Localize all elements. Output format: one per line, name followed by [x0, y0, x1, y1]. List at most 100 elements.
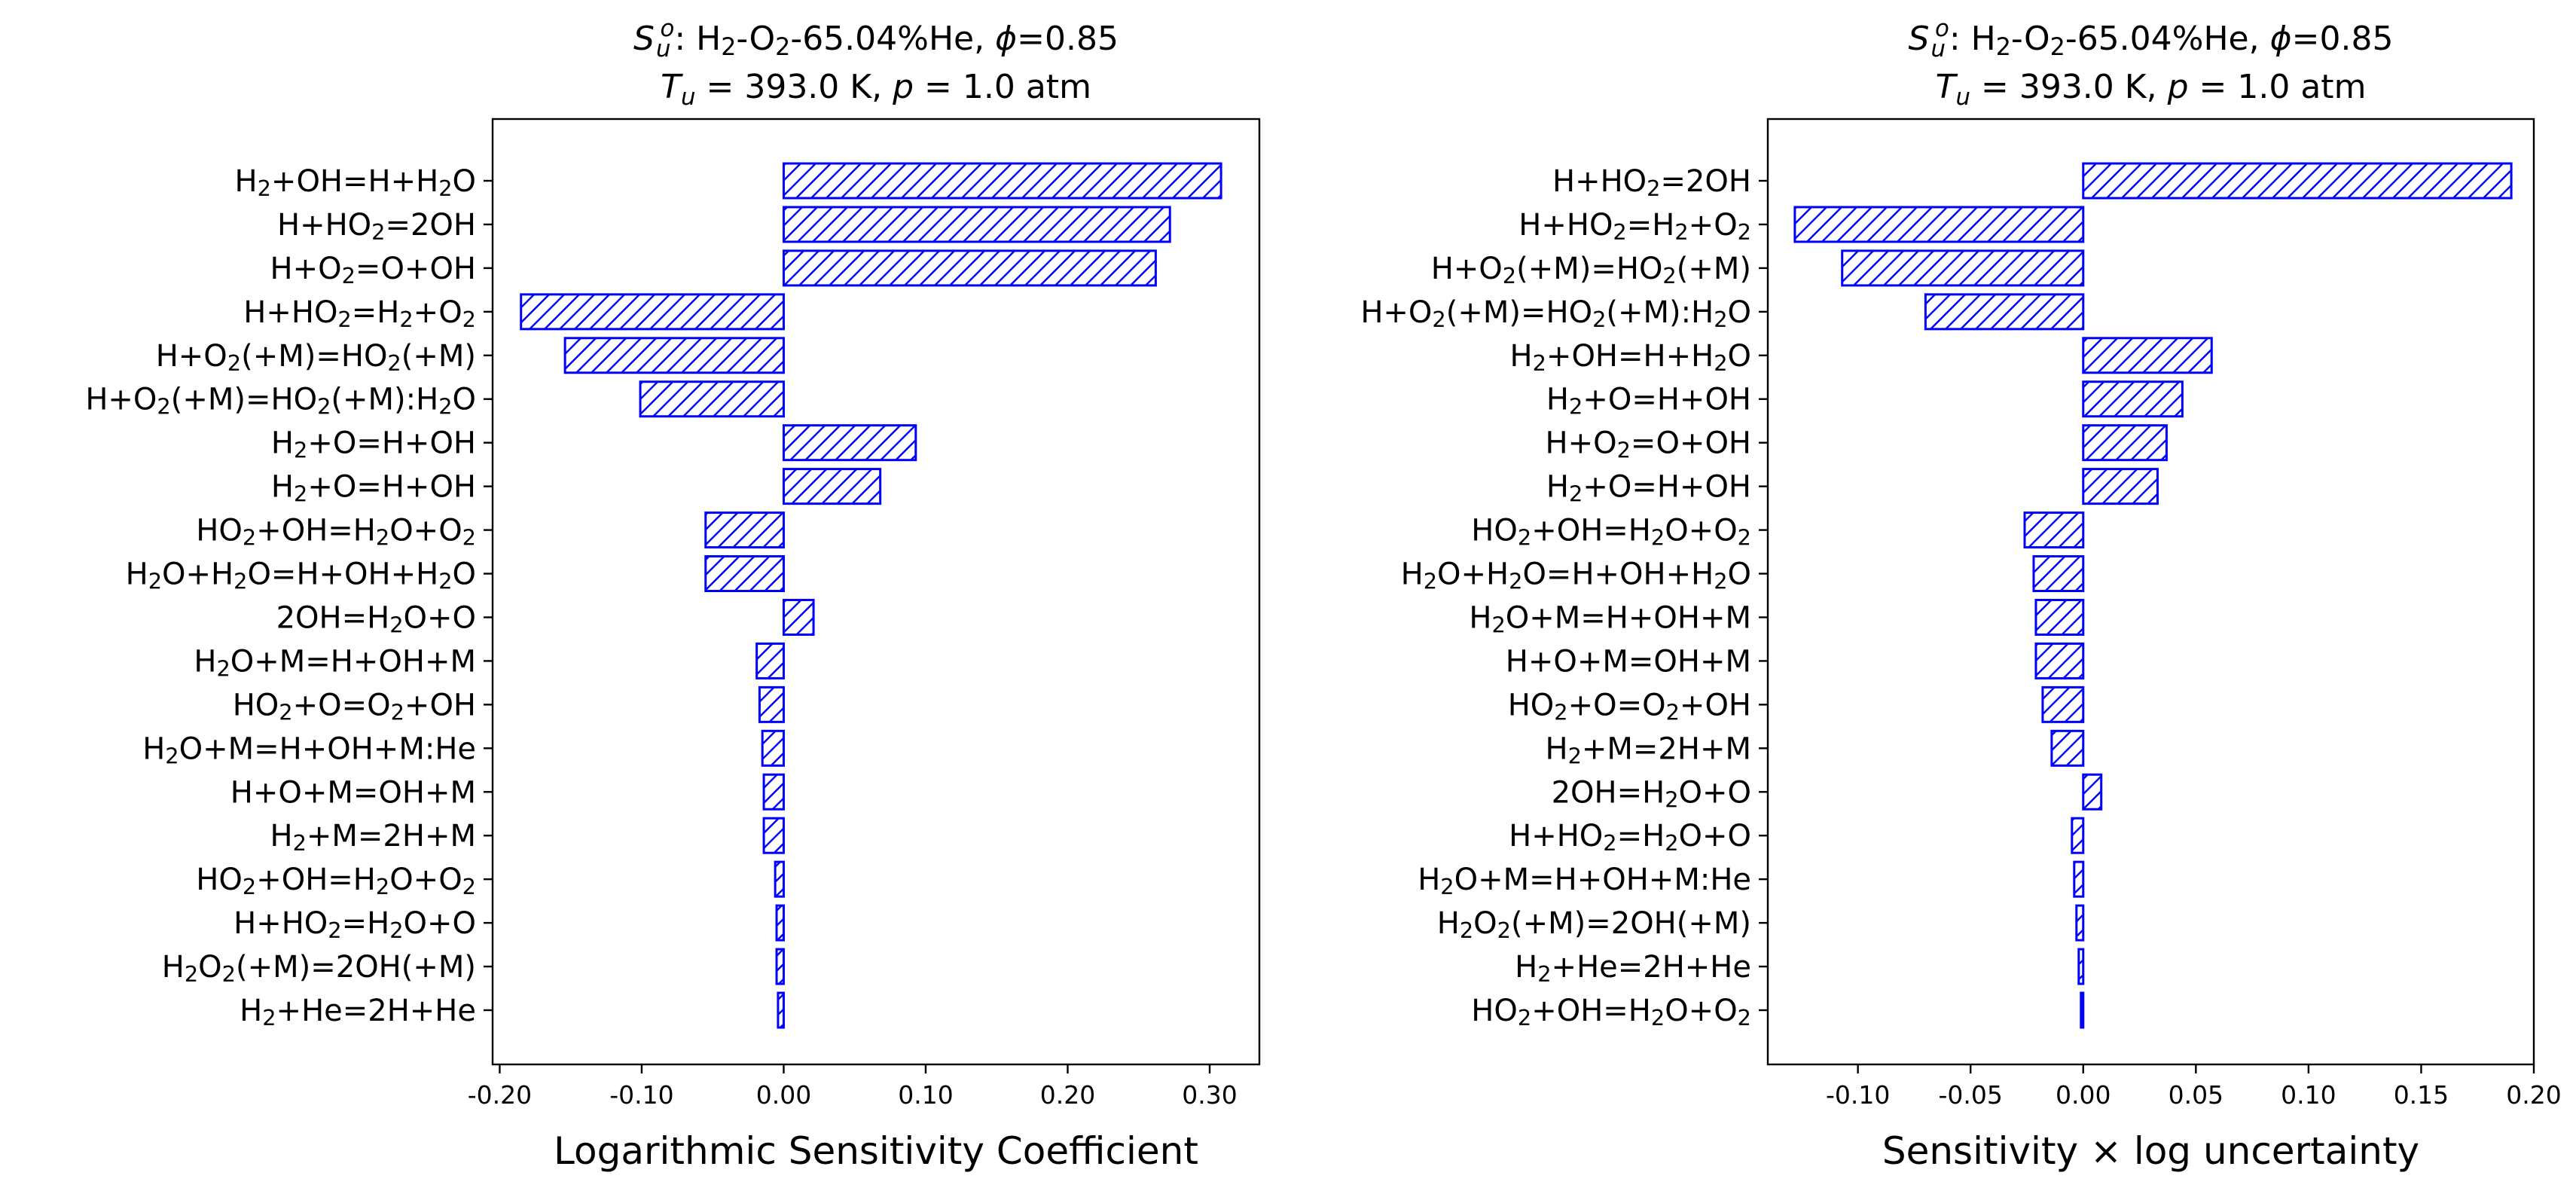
y-tick-label: H+HO2=H2+O2 [243, 295, 476, 332]
x-tick-label: 0.00 [2056, 1080, 2111, 1110]
bar [563, 337, 785, 374]
bar [774, 860, 785, 898]
x-axis-label: Logarithmic Sensitivity Coefficient [554, 1129, 1198, 1173]
y-tick-label: H2O+M=H+OH+M:He [1418, 863, 1751, 899]
bar [2050, 729, 2085, 767]
y-tick-label: H+O2(+M)=HO2(+M):H2O [1360, 295, 1751, 332]
y-tick-label: H2+He=2H+He [240, 994, 476, 1031]
bar [782, 468, 882, 505]
x-tick-label: 0.00 [756, 1080, 811, 1110]
y-tick-label: HO2+OH=H2O+O2 [196, 863, 476, 899]
bar [2071, 817, 2085, 854]
bar [758, 686, 785, 723]
x-tick-label: -0.05 [1939, 1080, 2003, 1110]
chart-title-line-2: Tu = 393.0 K, p = 1.0 atm [661, 68, 1091, 111]
y-tick-label: H+HO2=2OH [277, 208, 476, 245]
plot-frame [1766, 118, 2535, 1066]
bar [782, 598, 815, 636]
bar [2034, 642, 2085, 679]
y-tick-label: H2O+M=H+OH+M [194, 644, 476, 681]
bar [762, 817, 785, 854]
y-tick-label: H+O+M=OH+M [1506, 644, 1751, 679]
x-tick-label: 0.10 [2281, 1080, 2336, 1110]
y-tick-label: H2O+M=H+OH+M:He [142, 731, 476, 768]
y-tick-label: H+O2(+M)=HO2(+M) [156, 339, 476, 376]
bar [1793, 206, 2085, 243]
y-tick-label: H2O+M=H+OH+M [1469, 600, 1751, 637]
y-tick-label: H2O+H2O=H+OH+H2O [1401, 557, 1751, 594]
bar [2082, 380, 2184, 418]
y-tick-label: 2OH=H2O+O [1552, 775, 1751, 812]
bar [762, 773, 785, 811]
x-tick-label: 0.15 [2394, 1080, 2449, 1110]
bar [2082, 162, 2513, 200]
chart-title-line-2: Tu = 393.0 K, p = 1.0 atm [1936, 68, 2367, 111]
bar [2023, 511, 2085, 549]
x-tick-label: 0.10 [898, 1080, 953, 1110]
bar [761, 729, 785, 767]
bar [775, 904, 785, 942]
y-tick-label: H2+O=H+OH [1546, 470, 1751, 507]
bar [704, 555, 785, 593]
y-tick-label: H2+O=H+OH [1546, 383, 1751, 420]
bar [782, 424, 917, 462]
chart-title-line-1: Suo: H2-O2-65.04%He, ϕ=0.85 [633, 15, 1119, 63]
y-tick-label: H+O2=O+OH [270, 252, 476, 289]
y-tick-label: H2+M=2H+M [270, 819, 476, 856]
y-tick-label: H+HO2=2OH [1552, 164, 1751, 201]
bar [2032, 555, 2085, 593]
x-tick-label: -0.10 [609, 1080, 673, 1110]
bar [2082, 773, 2103, 811]
plot-frame [491, 118, 1261, 1066]
bar [2077, 948, 2085, 985]
y-tick-label: H2O2(+M)=2OH(+M) [162, 950, 476, 987]
y-tick-label: H2+OH=H+H2O [1510, 339, 1751, 376]
bar [2082, 424, 2168, 462]
y-tick-label: H+HO2=H2O+O [233, 906, 476, 943]
y-tick-label: H2O+H2O=H+OH+H2O [126, 557, 476, 594]
bar [704, 511, 785, 549]
bar [2041, 686, 2085, 723]
bar [639, 380, 785, 418]
right-chart-panel: H+HO2=2OH H+HO2=H2+O2 H+O2(+M)=HO2(+M) H+O2… [1360, 15, 2561, 1173]
y-tick-label: HO2+OH=H2O+O2 [1471, 994, 1751, 1031]
y-tick-label: H+HO2=H2O+O [1509, 819, 1751, 856]
y-tick-label: HO2+O=O2+OH [233, 688, 476, 725]
y-tick-label: HO2+OH=H2O+O2 [1471, 514, 1751, 551]
y-tick-label: H2+He=2H+He [1515, 950, 1751, 987]
y-tick-label: HO2+OH=H2O+O2 [196, 514, 476, 551]
x-tick-label: 0.20 [1040, 1080, 1095, 1110]
bar [782, 162, 1222, 200]
x-tick-label: -0.20 [468, 1080, 532, 1110]
y-tick-label: H+HO2=H2+O2 [1518, 208, 1751, 245]
x-tick-label: 0.30 [1182, 1080, 1237, 1110]
y-tick-label: H+O2(+M)=HO2(+M):H2O [85, 383, 476, 420]
bar [2075, 904, 2085, 942]
x-tick-label: -0.10 [1826, 1080, 1890, 1110]
y-tick-label: H+O+M=OH+M [230, 775, 476, 810]
bar [1924, 293, 2085, 331]
y-tick-label: HO2+O=O2+OH [1508, 688, 1751, 725]
bar [2034, 598, 2085, 636]
bar [2082, 337, 2213, 374]
left-chart-panel: H2+OH=H+H2O H+HO2=2OH H+O2=O+OH H+HO2=H2+O2… [85, 15, 1261, 1173]
bar [777, 991, 785, 1029]
y-tick-label: H2+M=2H+M [1545, 731, 1751, 768]
bar [782, 249, 1157, 287]
bar [2073, 860, 2085, 898]
bar [1841, 249, 2085, 287]
y-tick-label: H+O2(+M)=HO2(+M) [1431, 252, 1751, 289]
bar [755, 642, 785, 679]
bar [782, 206, 1171, 243]
x-axis-label: Sensitivity × log uncertainty [1882, 1129, 2419, 1173]
y-tick-label: H2O2(+M)=2OH(+M) [1437, 906, 1751, 943]
bar [2082, 468, 2159, 505]
y-tick-label: H2+O=H+OH [271, 426, 476, 463]
bar [520, 293, 785, 331]
chart-title-line-1: Suo: H2-O2-65.04%He, ϕ=0.85 [1909, 15, 2394, 63]
bar [775, 948, 785, 985]
y-tick-label: 2OH=H2O+O [276, 600, 476, 637]
y-tick-label: H+O2=O+OH [1546, 426, 1751, 463]
x-tick-label: 0.20 [2506, 1080, 2561, 1110]
